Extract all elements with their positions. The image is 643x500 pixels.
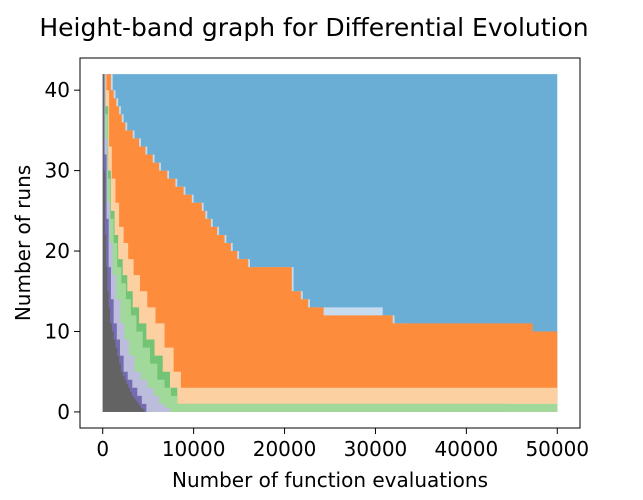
plot-frame <box>79 57 581 429</box>
height-band-3 <box>102 74 558 412</box>
y-tick-label: 40 <box>45 78 70 102</box>
height-band-6 <box>102 74 558 412</box>
x-tick-label: 10000 <box>162 437 226 461</box>
x-tick-label: 0 <box>96 437 109 461</box>
y-tick-label: 30 <box>45 159 70 183</box>
x-tick-label: 30000 <box>344 437 408 461</box>
y-axis: 0 10 20 30 40 <box>45 78 80 424</box>
y-tick-label: 10 <box>45 319 70 343</box>
x-axis: 0 10000 20000 30000 40000 50000 <box>96 428 589 461</box>
x-axis-label: Number of function evaluations <box>172 468 488 492</box>
chart-title: Height-band graph for Differential Evolu… <box>39 13 588 42</box>
x-tick-label: 20000 <box>253 437 317 461</box>
y-tick-label: 20 <box>45 239 70 263</box>
bands-layer <box>102 74 558 412</box>
y-axis-label: Number of runs <box>11 165 35 321</box>
x-tick-label: 40000 <box>435 437 499 461</box>
x-tick-label: 50000 <box>525 437 589 461</box>
y-tick-label: 0 <box>57 400 70 424</box>
